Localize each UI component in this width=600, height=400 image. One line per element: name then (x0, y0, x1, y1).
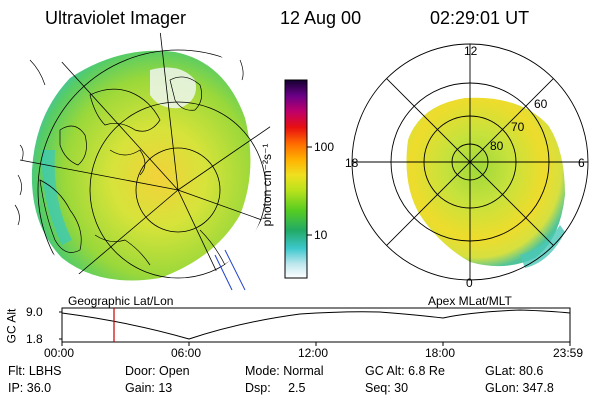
altitude-x-tick-label: 00:00 (44, 346, 75, 360)
status-dsp: Dsp: 2.5 (245, 381, 306, 395)
status-glat: GLat: 80.6 (485, 364, 544, 378)
meridian-line (19, 159, 179, 191)
mlat-label-80: 80 (490, 139, 504, 153)
status-gain: Gain: 13 (125, 381, 173, 395)
altitude-plot (59, 307, 571, 346)
meridian-line (177, 119, 275, 191)
right-auroral-oval (406, 97, 565, 267)
mlat-label-70: 70 (511, 120, 525, 134)
image-time: 02:29:01 UT (430, 8, 530, 28)
status-mode: Mode: Normal (245, 364, 324, 378)
lat-circle-70 (89, 101, 267, 279)
mlt-label-0: 0 (466, 276, 473, 290)
colorbar-tick-label: 100 (314, 140, 335, 154)
lat-circle-60 (37, 49, 275, 292)
status-door: Door: Open (125, 364, 190, 378)
right-oval-cyan-edge (520, 225, 565, 268)
image-date: 12 Aug 00 (280, 8, 362, 28)
altitude-x-tick-label: 23:59 (553, 346, 584, 360)
altitude-axis-label: GC Alt (4, 308, 19, 344)
altitude-x-tick-label: 12:00 (298, 346, 329, 360)
geographic-panel (14, 32, 275, 292)
colorbar-unit-label: photon cm⁻²s⁻¹ (260, 143, 274, 227)
altitude-x-tick-label: 06:00 (171, 346, 202, 360)
status-gc-alt: GC Alt: 6.8 Re (365, 364, 445, 378)
lat-circle-80 (135, 147, 221, 233)
geographic-panel-label: Geographic Lat/Lon (68, 294, 174, 308)
altitude-y-tick-label: 1.8 (26, 332, 43, 346)
terminator-line (214, 254, 233, 291)
coastlines (14, 59, 244, 266)
mlt-label-18: 18 (345, 156, 359, 170)
color-bar-scale (284, 79, 308, 279)
altitude-trace (61, 309, 571, 340)
mlt-label-6: 6 (578, 156, 585, 170)
status-filter: Flt: LBHS (8, 364, 62, 378)
mlt-diagonal (386, 78, 554, 246)
mlat-label-60: 60 (534, 97, 548, 111)
altitude-y-tick-label: 9.0 (26, 305, 43, 319)
left-white-blob (150, 67, 196, 109)
meridian-line (59, 59, 179, 191)
status-seq: Seq: 30 (365, 381, 409, 395)
polar-panel-label: Apex MLat/MLT (428, 294, 512, 308)
color-bar (284, 79, 312, 279)
left-edge-cyan (41, 150, 72, 245)
instrument-title: Ultraviolet Imager (45, 8, 187, 28)
polar-panel (351, 43, 589, 281)
altitude-x-tick-label: 18:00 (425, 346, 456, 360)
status-glon: GLon: 347.8 (485, 381, 554, 395)
meridian-line (159, 32, 179, 191)
meridian-line (59, 189, 179, 291)
status-ip: IP: 36.0 (8, 381, 52, 395)
left-auroral-image (31, 50, 251, 281)
terminator-line (224, 249, 246, 291)
colorbar-tick-label: 10 (314, 228, 328, 242)
mlt-label-12: 12 (464, 44, 478, 58)
